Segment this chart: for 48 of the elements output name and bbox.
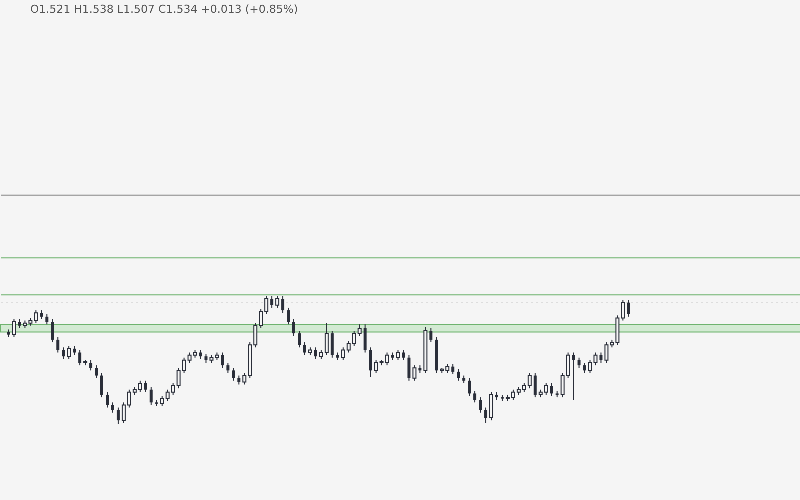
candlestick: [287, 307, 290, 326]
candlestick: [95, 365, 98, 379]
candlestick: [468, 378, 472, 397]
candlestick: [12, 318, 16, 338]
candlestick: [51, 318, 54, 344]
candlestick: [62, 347, 66, 360]
candlestick: [364, 324, 367, 354]
candlestick: [144, 380, 148, 393]
candlestick: [232, 368, 236, 382]
candlestick: [116, 407, 120, 425]
candlestick: [430, 328, 433, 344]
candlestick: [457, 368, 460, 382]
candlestick: [550, 382, 554, 397]
candlestick: [474, 390, 477, 404]
candlestick: [67, 346, 72, 360]
candlestick: [221, 352, 224, 369]
candlestick: [572, 352, 576, 401]
chart-title: O1.521 H1.538 L1.507 C1.534 +0.013 (+0.85%): [30, 3, 298, 16]
candlestick: [369, 347, 372, 378]
candlestick: [490, 392, 494, 422]
candlestick: [484, 407, 488, 424]
candlestick: [56, 336, 60, 354]
candlestick: [412, 365, 417, 382]
candlestick: [226, 362, 230, 374]
candlestick: [292, 318, 296, 337]
candlestick: [270, 296, 274, 308]
candlestick: [534, 372, 537, 398]
candlestick: [402, 350, 406, 361]
candlestick: [600, 352, 603, 364]
candlestick: [303, 342, 306, 356]
candlestick: [111, 402, 114, 414]
candlestick: [90, 360, 93, 372]
candlestick: [298, 330, 301, 348]
candlestick: [330, 330, 334, 358]
candlestick: [100, 372, 104, 398]
candlestick: [46, 314, 49, 326]
candlestick: [479, 397, 482, 414]
candlestick: [106, 392, 109, 408]
candlestick: [583, 362, 586, 374]
candlestick: [150, 386, 153, 406]
candlestick: [314, 347, 318, 360]
candlestick: [452, 364, 455, 376]
candlestick: [276, 296, 280, 308]
candlestick: [408, 354, 411, 382]
candlestick: [282, 296, 285, 314]
candlestick: [627, 300, 630, 318]
candlestick: [578, 357, 581, 369]
candlestick: [78, 350, 82, 366]
